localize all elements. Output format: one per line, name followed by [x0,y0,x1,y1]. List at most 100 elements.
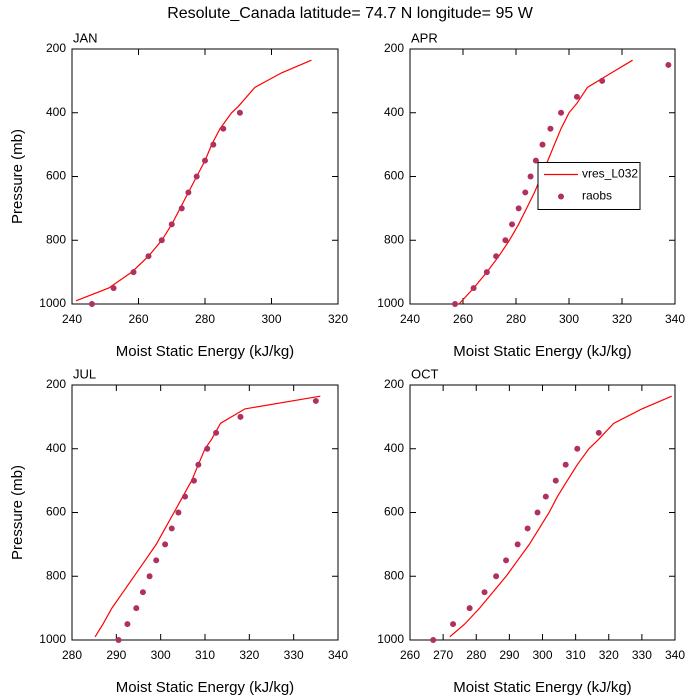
legend-label: vres_L032 [582,167,638,181]
raob-point [562,461,569,468]
raob-point [236,109,243,116]
x-tick-label: 300 [532,648,552,662]
y-tick-label: 1000 [39,632,66,646]
raob-point [466,605,473,612]
y-tick-label: 400 [46,441,66,455]
raob-point [312,397,319,404]
x-tick-label: 290 [499,648,519,662]
raob-point [158,237,165,244]
x-tick-label: 320 [612,312,632,326]
raob-point [522,189,529,196]
panel-title: JAN [73,30,98,45]
legend-label: raobs [582,189,612,203]
panel: APR 240 260 280 300 320 340 200 400 600 800 1000 Moi… [377,30,685,360]
raob-point [178,205,185,212]
panel: OCT 260 270 280 290 300 310 320 330 340 200 400 600 8… [377,366,685,696]
x-tick-label: 310 [195,648,215,662]
raob-point [481,589,488,596]
x-tick-label: 320 [239,648,259,662]
raob-point [220,125,227,132]
raob-point [470,285,477,292]
raob-point [595,429,602,436]
raob-point [503,557,510,564]
raob-point [175,509,182,516]
raob-point [168,221,175,228]
y-tick-label: 200 [384,41,404,55]
y-tick-label: 400 [384,105,404,119]
raob-point [133,605,140,612]
plot-frame [71,48,339,305]
y-tick-label: 200 [46,377,66,391]
raob-point [146,573,153,580]
y-tick-label: 600 [46,169,66,183]
y-tick-label: 1000 [377,632,404,646]
y-tick-label: 800 [384,568,404,582]
x-tick-label: 260 [400,648,420,662]
raob-point [665,61,672,68]
x-tick-label: 300 [261,312,281,326]
x-tick-label: 300 [559,312,579,326]
panel: JAN 240 260 280 300 320 200 400 600 800 1000 Moist … [9,30,348,360]
raob-point [162,541,169,548]
x-tick-label: 240 [62,312,82,326]
y-tick-label: 200 [46,41,66,55]
x-tick-label: 240 [400,312,420,326]
raob-point [450,621,457,628]
x-tick-label: 300 [151,648,171,662]
raob-point [573,93,580,100]
raob-point [558,109,565,116]
x-tick-label: 280 [195,312,215,326]
x-tick-label: 340 [328,648,348,662]
raob-point [182,493,189,500]
raob-point [124,621,131,628]
plot-frame [409,384,676,641]
raob-point [168,525,175,532]
panel-title: OCT [411,366,439,381]
raob-point [185,189,192,196]
raob-point [202,157,208,164]
raob-point [502,237,509,244]
x-tick-label: 290 [106,648,126,662]
model-line [449,395,672,638]
raob-point [145,253,152,260]
x-axis-label: Moist Static Energy (kJ/kg) [116,679,294,696]
raob-point [130,269,137,276]
x-tick-label: 260 [453,312,473,326]
raob-point [115,637,122,643]
x-tick-label: 310 [566,648,586,662]
legend-box [537,162,641,210]
x-tick-label: 320 [599,648,619,662]
raob-point [483,269,490,276]
raob-point [110,285,117,292]
raob-point [527,173,534,180]
raob-point [514,541,521,548]
y-axis-label: Pressure (mb) [9,129,26,224]
raob-point [204,445,211,452]
y-tick-label: 1000 [39,296,66,310]
y-tick-label: 600 [384,169,404,183]
raob-point [210,141,217,148]
raob-point [532,157,539,164]
panel-title: JUL [73,366,96,381]
y-tick-label: 1000 [377,296,404,310]
x-tick-label: 330 [284,648,304,662]
raob-point [139,589,146,596]
y-tick-label: 400 [46,105,66,119]
x-tick-label: 280 [466,648,486,662]
raob-point [534,509,541,516]
x-axis-label: Moist Static Energy (kJ/kg) [453,343,631,360]
raob-point [547,125,554,132]
raob-point [515,205,522,212]
raob-point [599,77,606,84]
raob-point [552,477,559,484]
raob-point [237,413,244,420]
y-tick-label: 600 [384,505,404,519]
x-tick-label: 280 [506,312,526,326]
model-line [75,59,312,302]
raob-point [213,429,220,436]
y-tick-label: 800 [46,568,66,582]
raob-point [193,173,200,180]
raob-point [493,253,500,260]
y-tick-label: 600 [46,505,66,519]
